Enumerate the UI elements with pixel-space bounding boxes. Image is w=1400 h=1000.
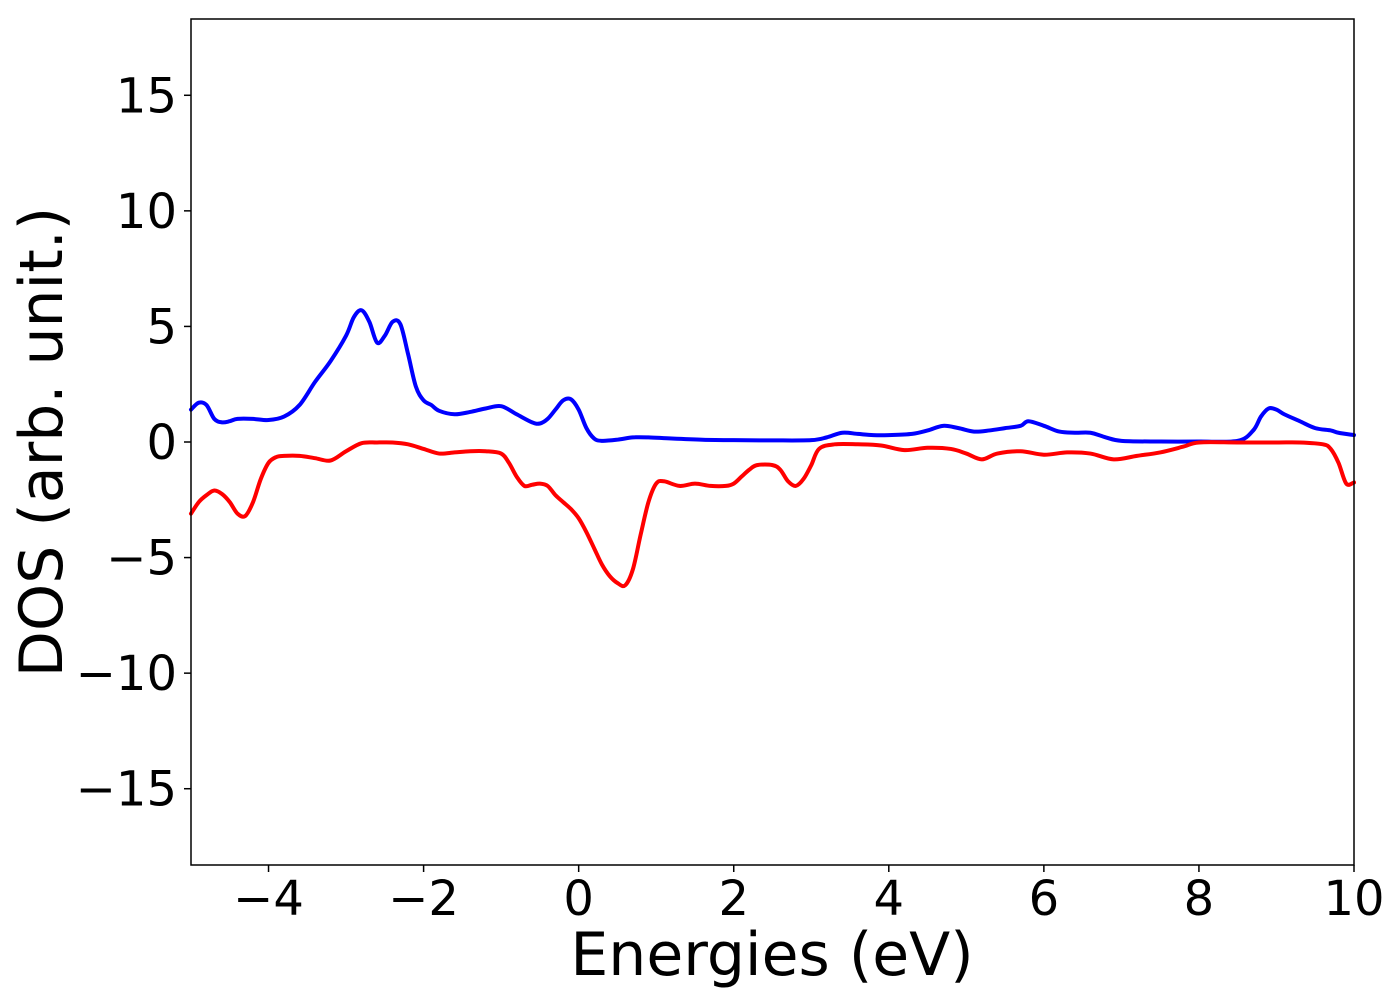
x-tick-label: 6 (1029, 871, 1060, 927)
x-tick-label: 8 (1184, 871, 1215, 927)
series-layer (189, 308, 1356, 589)
y-tick-label: −10 (76, 646, 177, 702)
x-axis: −4 −2 0 2 4 6 8 10 (233, 865, 1385, 927)
x-tick-label: 2 (718, 871, 749, 927)
y-axis-title: DOS (arb. unit.) (7, 207, 77, 677)
x-tick-label: −4 (233, 871, 304, 927)
y-tick-label: 5 (146, 299, 177, 355)
y-tick-label: 0 (146, 415, 177, 471)
series-line-1 (189, 308, 1356, 444)
y-tick-label: 15 (116, 68, 177, 124)
y-tick-label: 10 (116, 184, 177, 240)
y-tick-label: −5 (106, 531, 177, 587)
x-tick-label: 0 (563, 871, 594, 927)
x-axis-title: Energies (eV) (570, 920, 973, 990)
series-line-2 (189, 440, 1356, 589)
x-tick-label: 10 (1323, 871, 1384, 927)
y-axis: −15 −10 −5 0 5 10 15 (76, 68, 191, 818)
y-tick-label: −15 (76, 762, 177, 818)
x-tick-label: 4 (874, 871, 905, 927)
x-tick-label: −2 (388, 871, 459, 927)
